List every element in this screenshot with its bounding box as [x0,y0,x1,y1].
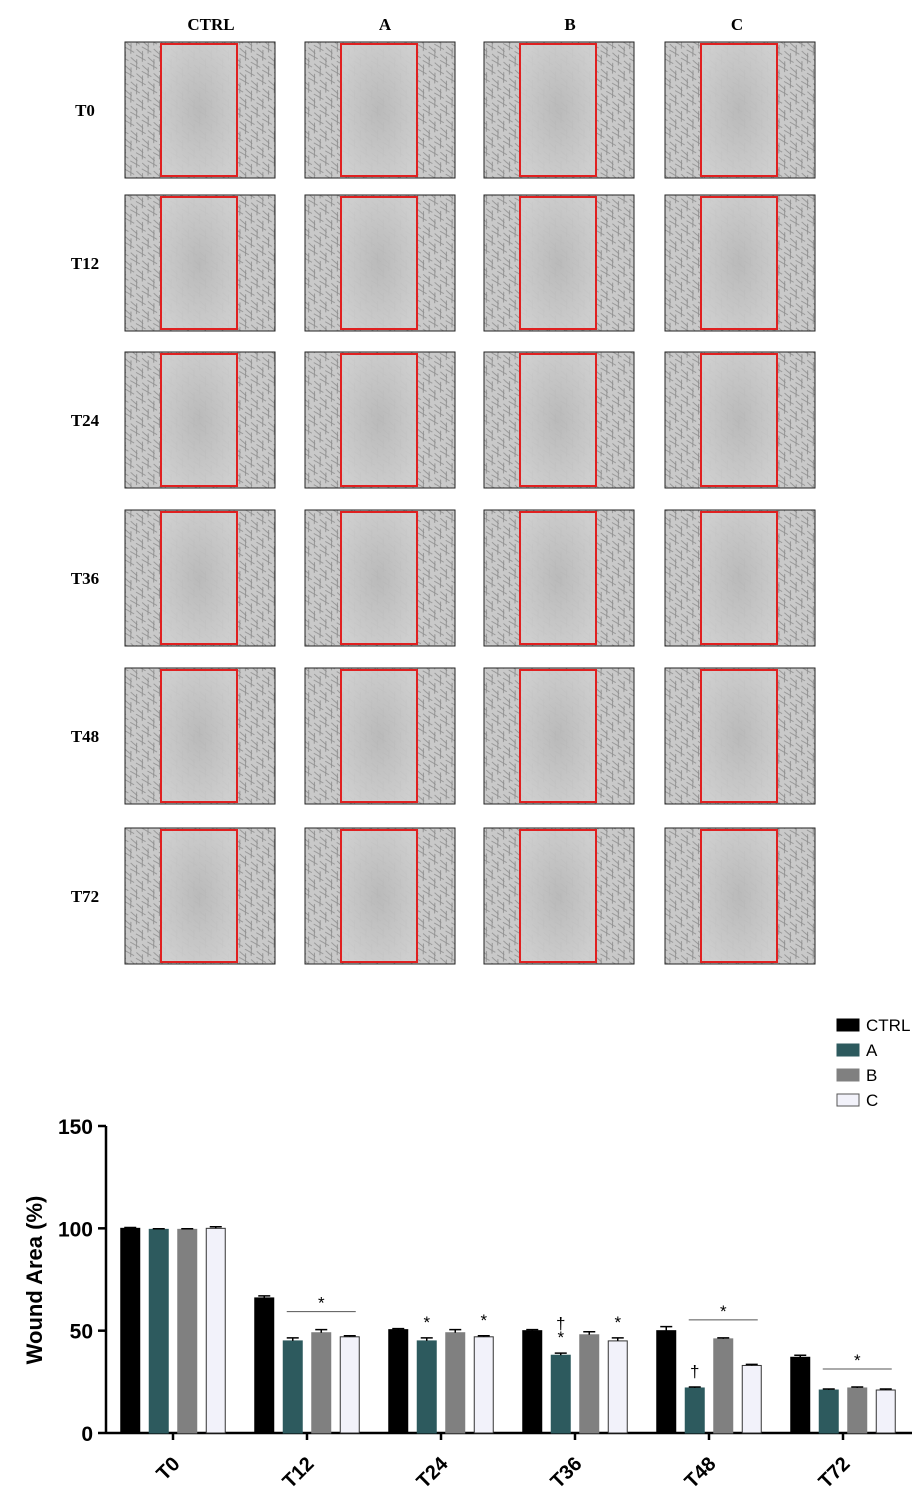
bar [283,1341,302,1433]
significance-mark: * [720,1302,727,1321]
significance-mark: † [690,1362,699,1381]
bar [714,1339,733,1433]
wound-gap [701,353,777,487]
x-tick-label: T24 [413,1452,454,1488]
legend-label: B [866,1066,877,1085]
wound-gap [520,196,596,330]
y-tick-label: 50 [70,1321,93,1344]
bar [580,1335,599,1433]
wound-gap [161,43,237,177]
y-tick-label: 0 [81,1423,93,1446]
wound-gap [701,829,777,963]
wound-gap [520,511,596,645]
bar [178,1229,197,1433]
bar [791,1357,810,1433]
column-label: CTRL [187,15,234,34]
wound-gap [341,196,417,330]
wound-gap [341,829,417,963]
bar [149,1229,168,1433]
legend-label: A [866,1041,878,1060]
error-bar [153,1229,165,1230]
x-tick-label: T12 [279,1453,319,1488]
bar [742,1365,761,1433]
wound-gap [161,353,237,487]
x-tick-label: T0 [152,1453,184,1485]
column-label: A [379,15,392,34]
y-tick-label: 100 [58,1218,93,1241]
x-tick-label: T48 [681,1453,721,1488]
wound-gap [161,829,237,963]
wound-gap [341,43,417,177]
bar [876,1390,895,1433]
legend-label: C [866,1091,878,1110]
error-bar [124,1228,136,1229]
row-label: T0 [75,101,95,120]
row-label: T36 [71,569,99,588]
significance-mark: * [854,1351,861,1370]
bar [389,1330,408,1433]
wound-gap [161,511,237,645]
y-axis-label: Wound Area (%) [22,1196,47,1365]
column-label: C [731,15,743,34]
significance-mark: † [556,1314,565,1333]
wound-gap [701,43,777,177]
wound-gap [520,669,596,803]
bar [340,1337,359,1433]
x-tick-label: T72 [815,1453,855,1488]
x-tick-label: T36 [547,1453,587,1488]
wound-gap [701,669,777,803]
wound-gap [161,669,237,803]
bar [685,1388,704,1433]
bar [523,1331,542,1433]
bar [206,1228,225,1433]
bar [255,1298,274,1433]
bar [446,1333,465,1433]
legend-swatch [837,1069,859,1081]
wound-gap [701,511,777,645]
row-label: T24 [71,411,100,430]
legend-swatch [837,1094,859,1106]
wound-gap [520,829,596,963]
bar [608,1341,627,1433]
column-label: B [564,15,575,34]
legend-swatch [837,1019,859,1031]
row-label: T12 [71,254,99,273]
wound-gap [341,511,417,645]
wound-gap [701,196,777,330]
row-label: T48 [71,727,99,746]
wound-gap [520,43,596,177]
bar [474,1337,493,1433]
significance-mark: * [480,1311,487,1330]
bar [417,1341,436,1433]
wound-gap [161,196,237,330]
significance-mark: * [423,1313,430,1332]
bar [121,1228,140,1433]
significance-mark: * [614,1313,621,1332]
wound-gap [341,669,417,803]
error-bar [181,1229,193,1230]
bar [657,1331,676,1433]
significance-mark: * [318,1294,325,1313]
wound-gap [341,353,417,487]
row-label: T72 [71,887,99,906]
bar [551,1355,570,1433]
wound-gap [520,353,596,487]
legend-swatch [837,1044,859,1056]
figure: CTRLABCT0T12T24T36T48T72050100150Wound A… [0,0,922,1488]
bar [819,1390,838,1433]
y-tick-label: 150 [58,1116,93,1139]
bar [312,1333,331,1433]
legend-label: CTRL [866,1016,910,1035]
error-bar [660,1327,672,1331]
bar [848,1388,867,1433]
